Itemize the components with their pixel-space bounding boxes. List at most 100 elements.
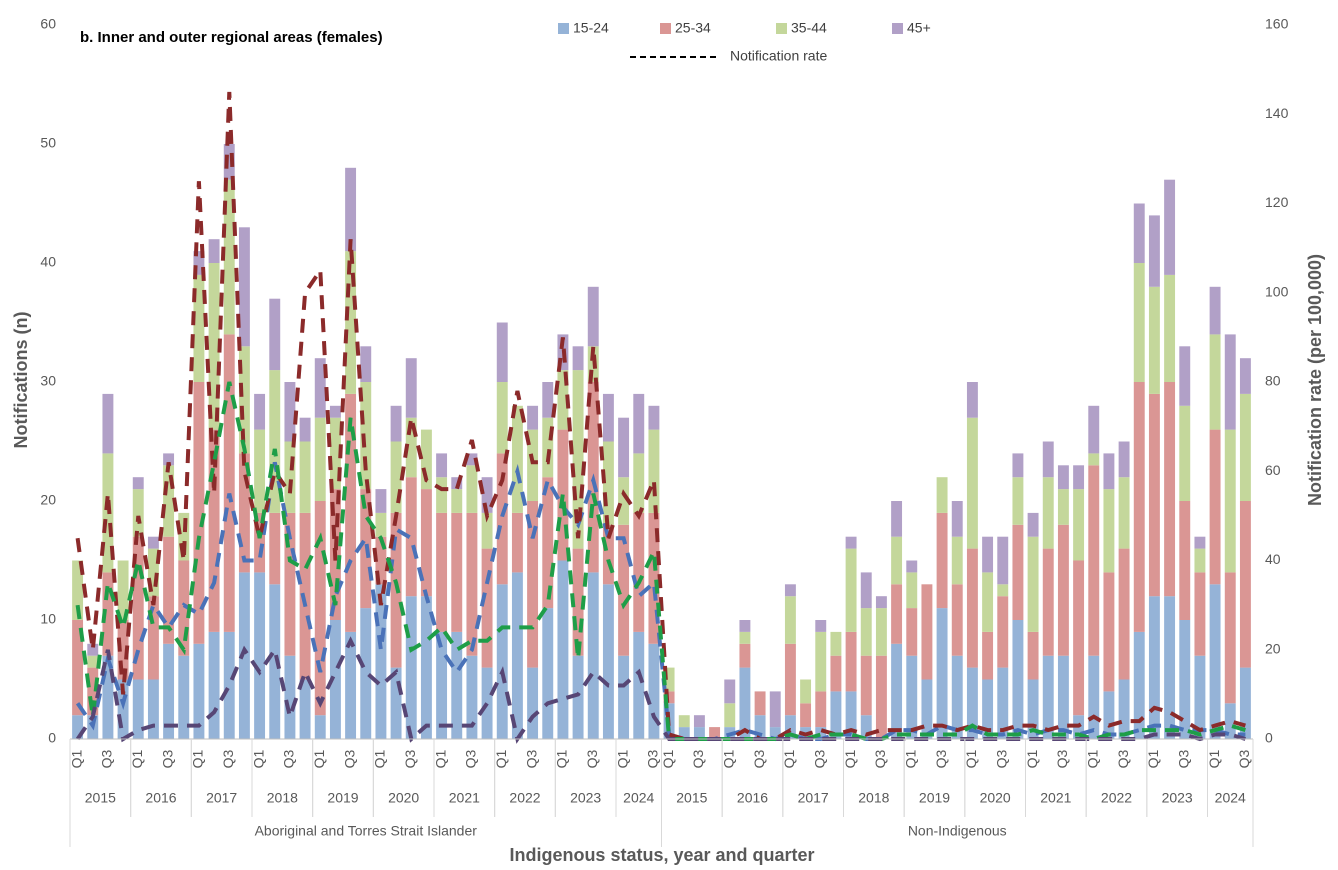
- bar: [951, 655, 963, 739]
- x-tick-label: Q1: [311, 749, 327, 768]
- bar: [360, 382, 372, 490]
- bar: [1148, 393, 1160, 597]
- bar: [1027, 631, 1039, 680]
- bar: [860, 655, 872, 716]
- bar: [693, 727, 705, 739]
- bar: [436, 477, 448, 513]
- year-label: 2023: [1162, 790, 1193, 806]
- year-label: 2022: [1101, 790, 1132, 806]
- bar: [299, 417, 311, 442]
- bar: [132, 477, 144, 490]
- bar: [1027, 536, 1039, 632]
- bar: [663, 667, 675, 692]
- bar: [709, 727, 721, 739]
- bar: [451, 512, 463, 632]
- y2-tick-label: 160: [1265, 16, 1289, 32]
- bar: [527, 429, 539, 501]
- bar: [193, 251, 205, 275]
- bar: [936, 477, 948, 513]
- bar: [1179, 405, 1191, 501]
- bar: [602, 393, 614, 442]
- bar: [223, 334, 235, 632]
- bar: [1133, 382, 1145, 632]
- bar: [102, 393, 114, 454]
- bar: [815, 691, 827, 728]
- bar: [633, 512, 645, 632]
- bar: [1209, 584, 1221, 739]
- bar: [1239, 393, 1251, 501]
- bar: [951, 536, 963, 585]
- bar: [329, 417, 341, 490]
- bar: [921, 679, 933, 739]
- bar: [1042, 441, 1054, 478]
- year-label: 2019: [327, 790, 358, 806]
- bar: [269, 298, 281, 371]
- bar: [345, 251, 357, 394]
- bar: [1103, 691, 1115, 739]
- bar: [1148, 596, 1160, 739]
- bar: [420, 489, 432, 597]
- bar: [496, 453, 508, 585]
- x-tick-label: Q3: [341, 749, 357, 768]
- x-tick-label: Q3: [1175, 749, 1191, 768]
- bar: [663, 691, 675, 704]
- chart-title: b. Inner and outer regional areas (femal…: [80, 29, 383, 46]
- bar: [527, 501, 539, 668]
- bar: [208, 429, 220, 632]
- bar: [269, 370, 281, 513]
- bar: [1164, 596, 1176, 739]
- bar: [1073, 560, 1085, 716]
- bar: [269, 512, 281, 585]
- y2-tick-label: 0: [1265, 730, 1273, 746]
- bar: [648, 512, 660, 644]
- bar: [405, 596, 417, 739]
- x-tick-label: Q1: [1084, 749, 1100, 768]
- bar: [238, 346, 250, 454]
- bar: [1118, 477, 1130, 549]
- bar: [1042, 548, 1054, 656]
- bar: [102, 655, 114, 739]
- bar: [951, 584, 963, 656]
- bar: [1224, 703, 1236, 739]
- bar: [739, 620, 751, 632]
- bar: [1057, 489, 1069, 525]
- y2-tick-label: 40: [1265, 551, 1281, 567]
- x-tick-label: Q3: [933, 749, 949, 768]
- bar: [1057, 465, 1069, 490]
- x-axis-title: Indigenous status, year and quarter: [509, 845, 814, 865]
- bar: [481, 548, 493, 668]
- bar: [754, 715, 766, 739]
- bar: [1239, 358, 1251, 394]
- bar: [390, 441, 402, 513]
- rate-line: [75, 91, 1246, 741]
- rate-line: [75, 636, 1246, 744]
- bar: [936, 608, 948, 739]
- bar: [830, 655, 842, 692]
- bar: [693, 715, 705, 728]
- bar: [163, 643, 175, 739]
- x-tick-label: Q1: [720, 749, 736, 768]
- bar: [254, 393, 266, 430]
- bar: [982, 572, 994, 632]
- bar: [997, 667, 1009, 739]
- bar: [891, 643, 903, 739]
- bar: [314, 501, 326, 716]
- x-tick-label: Q1: [129, 749, 145, 768]
- bar: [178, 655, 190, 739]
- bar: [163, 465, 175, 537]
- bar: [87, 667, 99, 716]
- bar: [87, 655, 99, 668]
- bar: [1088, 655, 1100, 739]
- bar: [1103, 453, 1115, 490]
- bar: [420, 429, 432, 490]
- x-tick-label: Q3: [99, 749, 115, 768]
- bar: [390, 667, 402, 739]
- year-label: 2015: [676, 790, 707, 806]
- bar: [238, 572, 250, 739]
- year-label: 2016: [737, 790, 768, 806]
- bar: [496, 382, 508, 454]
- bar: [633, 453, 645, 513]
- bar: [830, 631, 842, 656]
- group-label: Non-Indigenous: [908, 823, 1007, 839]
- legend-label: 45+: [907, 20, 931, 36]
